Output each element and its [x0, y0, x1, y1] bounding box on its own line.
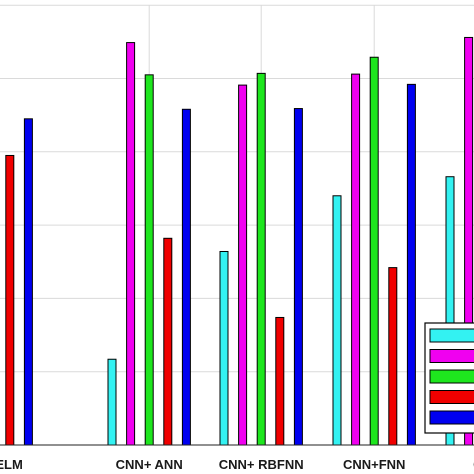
- x-tick-label: CNN+ RBFNN: [219, 457, 304, 472]
- bar: [256, 72, 266, 446]
- legend: [424, 322, 474, 434]
- x-tick-label: CNN+FNN: [343, 457, 405, 472]
- bar: [23, 118, 33, 446]
- legend-swatch: [429, 349, 474, 363]
- bar: [107, 358, 117, 446]
- bar: [275, 316, 285, 446]
- x-tick-label: CNN+ELM: [0, 457, 23, 472]
- grid-lines: [0, 4, 474, 445]
- bar: [163, 237, 173, 446]
- legend-swatch: [429, 390, 474, 404]
- bar: [238, 84, 248, 446]
- legend-swatch: [429, 410, 474, 425]
- legend-swatch: [429, 369, 474, 384]
- bar: [181, 108, 191, 446]
- legend-swatch: [429, 328, 474, 343]
- bar: [351, 73, 361, 446]
- x-tick-label: CNN+ ANN: [116, 457, 183, 472]
- bar: [126, 42, 136, 446]
- bar: [332, 195, 342, 446]
- bar: [5, 154, 15, 446]
- bar: [388, 267, 398, 446]
- bar: [144, 74, 154, 446]
- bar: [369, 56, 379, 446]
- bars: [5, 36, 474, 446]
- bar: [406, 83, 416, 446]
- bar: [219, 250, 229, 446]
- bar: [293, 108, 303, 446]
